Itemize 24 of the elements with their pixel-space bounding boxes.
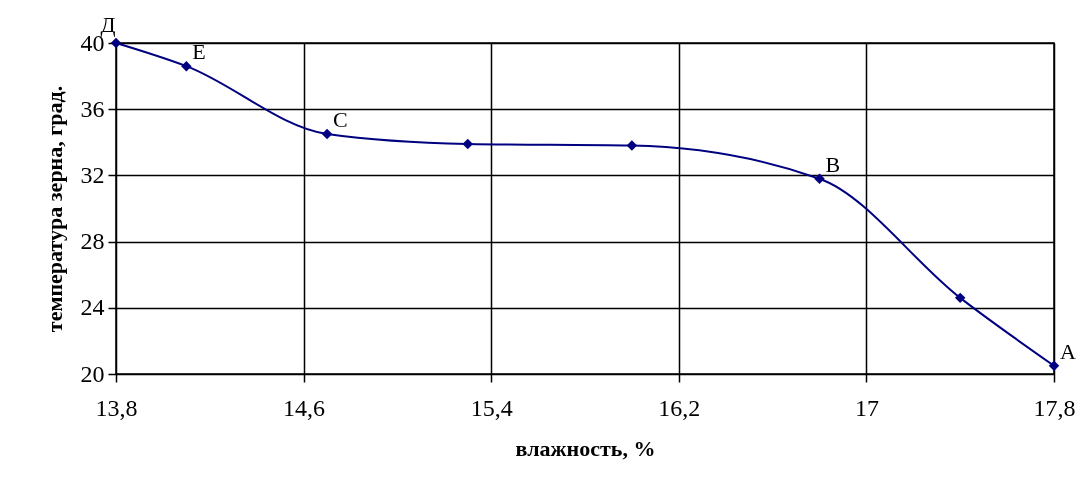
point (321, 128, 333, 140)
annotation: A (1060, 338, 1076, 364)
y-axis-title: температура зерна, град. (41, 85, 67, 333)
y-tick-label: 36 (80, 95, 105, 122)
point (181, 60, 192, 72)
x-tick-label: 16,2 (658, 394, 701, 421)
point (462, 138, 473, 150)
annotation: E (192, 39, 206, 65)
y-tick-label: 20 (80, 360, 105, 387)
y-tick-label: 32 (80, 161, 105, 188)
point (1048, 360, 1060, 371)
y-tick-label: 28 (80, 228, 105, 255)
point (814, 173, 825, 184)
x-tick-label: 15,4 (470, 394, 513, 421)
x-axis-title: влажность, % (515, 435, 656, 461)
x-tick-label: 13,8 (95, 394, 138, 421)
x-tick-label: 17,8 (1033, 394, 1076, 421)
point (626, 140, 638, 151)
x-tick-label: 17 (854, 394, 879, 421)
annotation: C (333, 107, 348, 133)
x-tick-label: 14,6 (283, 394, 326, 421)
point (954, 292, 966, 304)
annotation: B (825, 151, 841, 177)
y-tick-label: 24 (80, 294, 105, 321)
